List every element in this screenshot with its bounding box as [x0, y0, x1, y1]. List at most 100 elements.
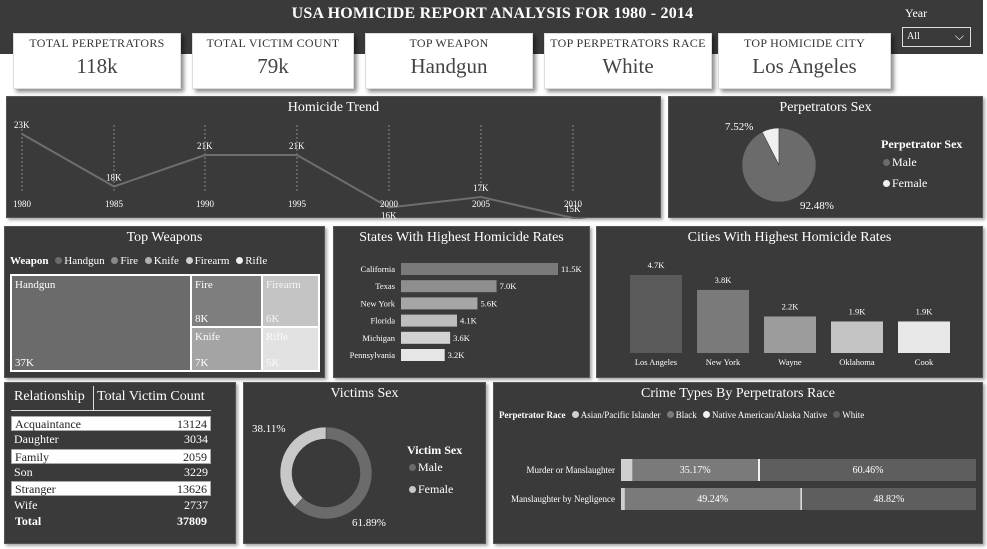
segment-white [801, 488, 976, 510]
legend-item-rifle[interactable]: Rifle [232, 255, 267, 267]
data-label: 17K [473, 183, 489, 193]
data-label-female: 7.52% [725, 121, 753, 133]
table-row[interactable]: Son 3229 [11, 465, 211, 480]
table-row[interactable]: Stranger 13626 [11, 481, 211, 497]
legend-dot [144, 257, 152, 264]
x-tick-label: 2000 [380, 199, 399, 209]
crime-types-panel: Crime Types By Perpetrators Race Perpetr… [493, 382, 983, 544]
tile-value: 7K [195, 357, 209, 369]
relationship-name: Wife [14, 497, 38, 512]
bar-cook [898, 321, 950, 353]
cities-panel: Cities With Highest Homicide Rates 4.7K L… [596, 226, 983, 378]
legend-item-knife[interactable]: Knife [141, 255, 179, 267]
data-label: 4.7K [648, 260, 666, 270]
category-label: New York [706, 357, 741, 367]
table-row[interactable]: Wife 2737 [11, 498, 211, 513]
category-label: Pennsylvania [350, 350, 396, 360]
legend-item-white[interactable]: White [829, 410, 864, 420]
bar-oklahoma [831, 321, 883, 353]
category-label: California [361, 264, 396, 274]
treemap-tile-knife[interactable]: Knife 7K [192, 328, 261, 370]
treemap-tile-handgun[interactable]: Handgun 37K [12, 276, 190, 370]
segment-white [760, 459, 976, 481]
treemap-tile-fire[interactable]: Fire 8K [192, 276, 261, 326]
table-row[interactable]: Family 2059 [11, 448, 211, 464]
data-label: 23K [14, 120, 30, 130]
data-label: 3.2K [448, 350, 466, 360]
legend-item-asian[interactable]: Asian/Pacific Islander [568, 410, 661, 420]
x-tick-label: 1980 [13, 199, 32, 209]
header-underline [11, 410, 211, 411]
kpi-card-top-homicide-city: TOP HOMICIDE CITY Los Angeles [718, 33, 891, 89]
segment-native-american-alaska-native [800, 488, 802, 510]
tile-value: 6K [266, 313, 280, 325]
bar-new-york [401, 297, 478, 310]
legend-label: Female [418, 482, 454, 496]
legend-item-firearm[interactable]: Firearm [182, 255, 229, 267]
legend-label: Knife [153, 255, 179, 267]
legend-item-fire[interactable]: Fire [107, 255, 138, 267]
bar-michigan [401, 331, 451, 344]
victims-sex-title: Victims Sex [330, 386, 399, 401]
category-label: Manslaughter by Negligence [511, 494, 615, 504]
kpi-label: TOTAL VICTIM COUNT [206, 36, 340, 50]
weapon-legend: Weapon Handgun Fire Knife Firearm Rifle [10, 255, 267, 267]
perpetrators-sex-pie: 7.52% 92.48% [725, 121, 834, 212]
segment-black [632, 459, 758, 481]
legend-label: Female [892, 176, 928, 190]
data-label: 11.5K [561, 264, 583, 274]
kpi-value: Handgun [410, 54, 488, 78]
data-label-female: 38.11% [252, 423, 286, 435]
legend-item-handgun[interactable]: Handgun [51, 255, 105, 267]
bar-texas [401, 280, 497, 293]
data-label: 35.17% [680, 465, 711, 476]
kpi-value: 118k [76, 54, 118, 78]
total-label: Total [15, 514, 42, 528]
legend-item-female[interactable]: Female [405, 482, 453, 497]
kpi-value: White [602, 54, 654, 78]
legend-item-black[interactable]: Black [663, 410, 697, 420]
legend-label: Male [418, 460, 443, 474]
legend-dot [111, 257, 119, 264]
bar-florida [401, 314, 457, 327]
treemap-tile-rifle[interactable]: Rifle 5K [263, 328, 318, 370]
table-row[interactable]: Acquaintance 13124 [11, 416, 211, 431]
states-bar-chart: California 11.5K Texas 7.0K New York 5.6K Flor… [350, 263, 583, 361]
bar-los-angeles [630, 275, 682, 353]
relationship-value: 2059 [183, 449, 207, 464]
weapon-legend-title: Weapon [10, 255, 49, 267]
tile-value: 8K [195, 313, 209, 325]
category-label: Murder or Manslaughter [527, 465, 615, 475]
treemap-tile-firearm[interactable]: Firearm 6K [263, 276, 318, 326]
table-row[interactable]: Daughter 3034 [11, 432, 211, 447]
legend-item-female[interactable]: Female [879, 176, 927, 191]
category-label: Los Angeles [635, 357, 677, 367]
category-label: New York [361, 298, 396, 308]
homicide-trend-chart: 23K18K21K21K16K17K15K14K1980198519901995… [13, 120, 588, 220]
perpetrator-sex-legend-title: Perpetrator Sex [881, 137, 963, 151]
data-label: 18K [106, 173, 122, 183]
homicide-trend-panel: Homicide Trend 23K18K21K21K16K17K15K14K1… [6, 96, 661, 220]
segment-native-american-alaska-native [757, 459, 761, 481]
legend-dot [55, 257, 63, 264]
year-filter-select[interactable]: All ⌵ [902, 27, 971, 47]
data-label: 16K [381, 211, 397, 220]
relationship-name: Son [14, 464, 33, 479]
kpi-label: TOP HOMICIDE CITY [743, 36, 866, 50]
legend-label: Asian/Pacific Islander [580, 410, 661, 420]
kpi-value: 79k [257, 54, 289, 78]
data-label: 15K [565, 204, 581, 214]
legend-dot [409, 464, 416, 471]
crime-types-stacked-bar: Murder or Manslaughter 35.17% 60.46% Mansla… [511, 459, 976, 510]
legend-item-native[interactable]: Native American/Alaska Native [699, 410, 827, 420]
legend-dot [185, 257, 193, 264]
data-label: 3.8K [715, 275, 733, 285]
cities-title: Cities With Highest Homicide Rates [687, 230, 892, 245]
relationship-value: 13124 [177, 417, 207, 431]
legend-dot [571, 411, 579, 418]
legend-item-male[interactable]: Male [879, 155, 917, 170]
legend-item-male[interactable]: Male [405, 460, 443, 475]
segment-asian-pacific-islander [621, 459, 633, 481]
data-label: 2.2K [782, 301, 800, 311]
perpetrators-sex-title: Perpetrators Sex [779, 100, 872, 115]
